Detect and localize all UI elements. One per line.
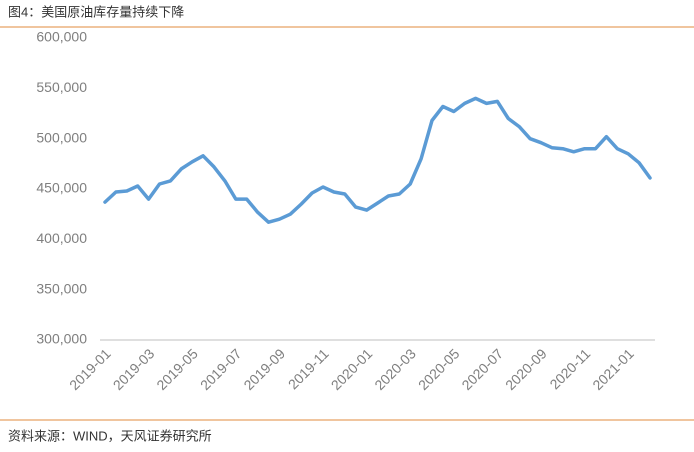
- y-tick-label: 350,000: [36, 280, 87, 296]
- x-tick-label: 2019-11: [285, 345, 332, 392]
- x-tick-label: 2020-07: [458, 345, 506, 393]
- x-tick-label: 2020-09: [502, 345, 550, 393]
- source-note: 资料来源：WIND，天风证券研究所: [8, 428, 212, 443]
- x-tick-label: 2019-07: [197, 345, 245, 393]
- x-tick-label: 2020-05: [415, 345, 463, 393]
- y-tick-label: 550,000: [36, 79, 87, 95]
- series-line: [103, 96, 652, 224]
- y-tick-label: 600,000: [36, 29, 87, 45]
- y-tick-label: 300,000: [36, 331, 87, 347]
- x-tick-label: 2019-03: [110, 345, 158, 393]
- y-tick-label: 500,000: [36, 129, 87, 145]
- y-tick-label: 400,000: [36, 230, 87, 246]
- chart-title: 图4：美国原油库存量持续下降: [8, 4, 184, 19]
- x-tick-label: 2020-03: [371, 345, 419, 393]
- x-tick-label: 2019-05: [153, 345, 201, 393]
- x-tick-label: 2020-01: [328, 345, 376, 393]
- x-tick-label: 2019-01: [66, 345, 114, 393]
- x-tick-label: 2019-09: [240, 345, 288, 393]
- x-tick-label: 2020-11: [546, 345, 593, 392]
- y-tick-label: 450,000: [36, 180, 87, 196]
- x-tick-label: 2021-01: [589, 345, 637, 393]
